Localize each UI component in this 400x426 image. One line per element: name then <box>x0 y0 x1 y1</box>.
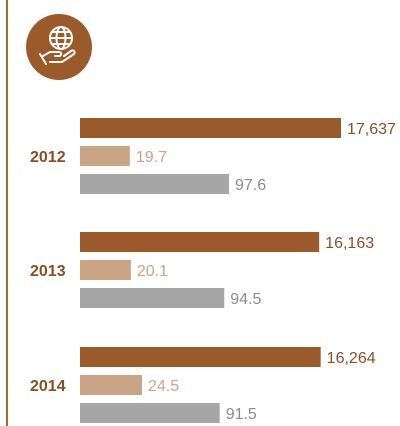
value-label-2012-series-1: 17,637 <box>347 121 396 138</box>
bar-2012-series-2 <box>80 146 130 166</box>
value-label-2014-series-1: 16,264 <box>327 350 376 367</box>
bar-2013-series-3 <box>80 288 225 308</box>
value-label-2012-series-2: 19.7 <box>136 149 167 166</box>
bar-2012-series-1 <box>80 118 341 138</box>
year-label-2013: 2013 <box>30 263 66 280</box>
left-rule <box>6 0 8 426</box>
value-label-2014-series-2: 24.5 <box>148 378 179 395</box>
bar-2012-series-3 <box>80 174 229 194</box>
bar-2013-series-1 <box>80 232 320 252</box>
globe-in-hand-icon <box>39 26 76 65</box>
value-label-2014-series-3: 91.5 <box>226 406 257 423</box>
icon-badge <box>26 14 92 80</box>
year-label-2014: 2014 <box>30 378 66 395</box>
bar-2014-series-1 <box>80 347 321 367</box>
value-label-2013-series-1: 16,163 <box>325 235 374 252</box>
value-label-2013-series-3: 94.5 <box>230 291 261 308</box>
bar-2013-series-2 <box>80 260 131 280</box>
value-label-2013-series-2: 20.1 <box>137 263 168 280</box>
bar-2014-series-3 <box>80 403 220 423</box>
bar-2014-series-2 <box>80 375 142 395</box>
year-label-2012: 2012 <box>30 149 66 166</box>
value-label-2012-series-3: 97.6 <box>235 177 266 194</box>
